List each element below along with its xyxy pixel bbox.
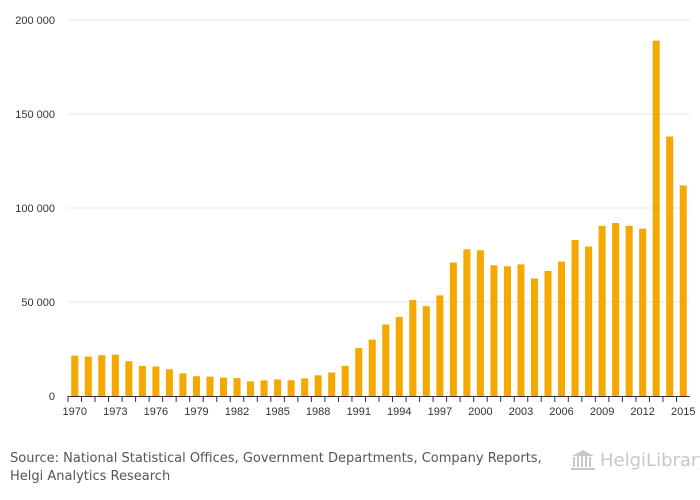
bar-1984 (260, 380, 268, 396)
bar-1981 (219, 377, 228, 396)
bar-2004 (530, 278, 539, 396)
x-tick-label: 2015 (671, 406, 695, 418)
bar-2001 (490, 265, 498, 396)
bar-2002 (503, 266, 511, 396)
bar-1972 (98, 355, 106, 396)
y-tick-label: 150 000 (15, 109, 55, 121)
source-note: Source: National Statistical Offices, Go… (10, 451, 542, 484)
bar-1973 (111, 354, 119, 396)
bar-1986 (287, 380, 295, 396)
bar-2015 (679, 185, 687, 396)
x-tick-label: 1985 (265, 406, 289, 418)
bar-1988 (314, 375, 322, 396)
x-tick-label: 2006 (549, 406, 573, 418)
bar-2013 (652, 40, 660, 397)
bar-1982 (233, 378, 241, 396)
x-tick-label: 2000 (468, 406, 492, 418)
bar-2014 (666, 136, 674, 396)
bar-1975 (138, 365, 146, 396)
bar-2010 (612, 223, 620, 396)
bar-1979 (192, 376, 200, 396)
bar-2006 (558, 261, 566, 396)
logo-text: HelgiLibrary. (600, 449, 700, 471)
bars (71, 40, 687, 397)
bar-1998 (449, 262, 457, 396)
bar-1978 (179, 373, 187, 396)
bar-1974 (125, 361, 133, 396)
y-tick-label: 100 000 (15, 203, 55, 215)
bar-1989 (328, 372, 336, 396)
bar-2007 (571, 239, 579, 396)
bar-1985 (274, 379, 282, 396)
bar-2012 (639, 228, 647, 396)
helgi-library-logo: HelgiLibrary. (570, 448, 700, 472)
x-tick-label: 1988 (306, 406, 330, 418)
library-building-icon (571, 450, 595, 470)
bar-2005 (544, 270, 552, 396)
y-axis-ticks: 0 50 000 100 000 150 000 200 000 (15, 15, 55, 403)
x-tick-label: 1970 (63, 406, 87, 418)
bar-1990 (341, 365, 349, 396)
bar-2003 (517, 264, 525, 396)
gridlines (68, 19, 690, 303)
x-tick-label: 1976 (144, 406, 168, 418)
x-axis: 1970 1973 1976 1979 1982 1985 1988 1991 1994 1997… (63, 396, 695, 418)
bar-2008 (585, 246, 593, 396)
x-tick-label: 2003 (509, 406, 533, 418)
bar-1993 (382, 324, 390, 396)
x-tick-label: 2012 (630, 406, 654, 418)
bar-1977 (165, 369, 173, 396)
y-tick-label: 200 000 (15, 15, 55, 27)
bar-1987 (301, 378, 309, 396)
x-tick-label: 1982 (225, 406, 249, 418)
bar-2011 (625, 225, 633, 396)
bar-1980 (206, 376, 214, 396)
bar-1983 (247, 381, 255, 396)
x-tick-label: 1979 (184, 406, 208, 418)
bar-1991 (355, 348, 363, 396)
bar-1971 (84, 356, 92, 396)
bar-1970 (71, 355, 79, 396)
bar-1995 (409, 300, 417, 396)
bar-2009 (598, 225, 606, 396)
x-tick-label: 1973 (103, 406, 127, 418)
y-tick-label: 0 (49, 391, 55, 403)
bar-1996 (422, 306, 430, 396)
bar-1992 (368, 339, 376, 396)
bar-1999 (463, 249, 471, 396)
bar-1976 (152, 366, 160, 396)
bar-2000 (476, 250, 484, 396)
x-tick-label: 1997 (428, 406, 452, 418)
x-tick-label: 1991 (346, 406, 370, 418)
bar-1994 (395, 317, 403, 396)
x-tick-label: 1994 (387, 406, 411, 418)
x-tick-label: 2009 (590, 406, 614, 418)
y-tick-label: 50 000 (21, 297, 55, 309)
bar-1997 (436, 295, 444, 396)
